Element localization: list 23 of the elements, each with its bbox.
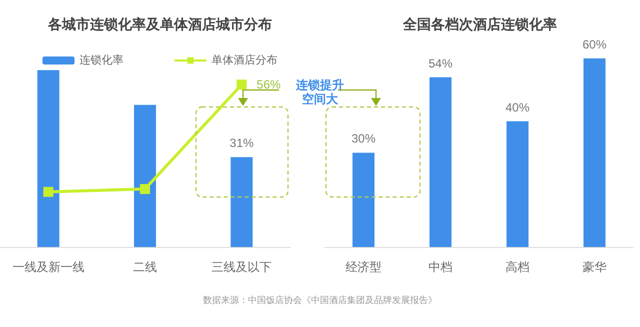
x-tick-label: 经济型 — [346, 260, 382, 274]
x-tick-label: 豪华 — [582, 260, 606, 274]
data-label: 40% — [505, 100, 530, 114]
data-label: 30% — [351, 132, 376, 146]
x-tick-label: 二线 — [133, 260, 157, 274]
data-label: 54% — [428, 56, 453, 70]
x-tick-label: 中档 — [428, 260, 452, 274]
x-tick-label: 高档 — [506, 260, 530, 274]
bar — [352, 152, 374, 247]
bar — [506, 121, 528, 247]
legend-label: 连锁化率 — [80, 54, 124, 66]
data-label: 31% — [230, 136, 254, 150]
data-label: 56% — [256, 78, 282, 92]
bar — [430, 77, 452, 247]
x-tick-label: 一线及新一线 — [12, 260, 84, 274]
source-note: 数据来源：中国饭店协会《中国酒店集团及品牌发展报告》 — [202, 294, 438, 307]
bar — [584, 58, 606, 247]
chart-title: 全国各档次酒店连锁化率 — [402, 16, 557, 32]
x-tick-label: 三线及以下 — [212, 260, 272, 274]
legend-label: 单体酒店分布 — [212, 54, 278, 66]
chart-title: 各城市连锁化率及单体酒店城市分布 — [47, 16, 272, 32]
data-label: 60% — [582, 37, 607, 52]
annotation: 连锁提升空间大 — [295, 78, 345, 106]
